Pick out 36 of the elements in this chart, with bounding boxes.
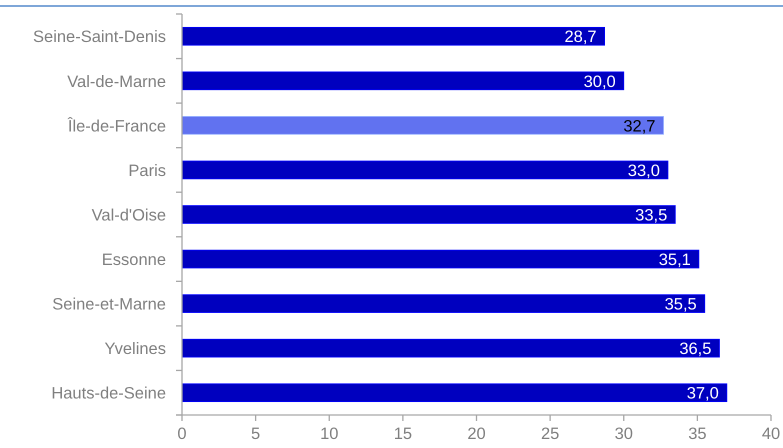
data-label: 37,0 [686,384,719,403]
y-tick-label: Seine-et-Marne [52,296,166,314]
y-tick-label: Hauts-de-Seine [51,384,166,403]
x-tick-label: 10 [320,425,338,443]
x-tick-label: 25 [540,425,560,443]
x-tick-label: 5 [251,425,260,443]
x-tick-label: 35 [688,425,707,443]
bar [182,116,664,135]
y-tick-label: Île-de-France [66,116,166,136]
bar [182,72,624,90]
data-label: 32,7 [623,117,656,136]
x-tick-label: 0 [177,425,187,443]
bar [182,294,706,313]
data-label: 35,5 [664,296,697,314]
x-tick-label: 40 [762,425,780,443]
bar [182,205,676,224]
data-label: 36,5 [679,340,712,358]
data-label: 28,7 [564,28,597,46]
x-tick-label: 30 [614,425,633,443]
y-tick-label: Val-d'Oise [92,206,166,224]
y-tick-label: Yvelines [104,340,166,358]
bar [182,383,728,402]
data-label: 30,0 [584,72,616,91]
y-tick-label: Seine-Saint-Denis [33,28,166,46]
y-tick-label: Paris [128,162,166,180]
bar [182,26,606,46]
data-label: 35,1 [658,250,691,269]
y-tick-label: Val-de-Marne [67,72,166,91]
data-label: 33,0 [628,162,660,180]
data-label: 33,5 [635,206,668,224]
x-tick-label: 20 [467,425,486,443]
x-tick-label: 15 [394,425,412,443]
bar [182,160,668,180]
bar [182,338,720,358]
y-tick-label: Essonne [102,250,166,269]
bar [182,250,700,268]
